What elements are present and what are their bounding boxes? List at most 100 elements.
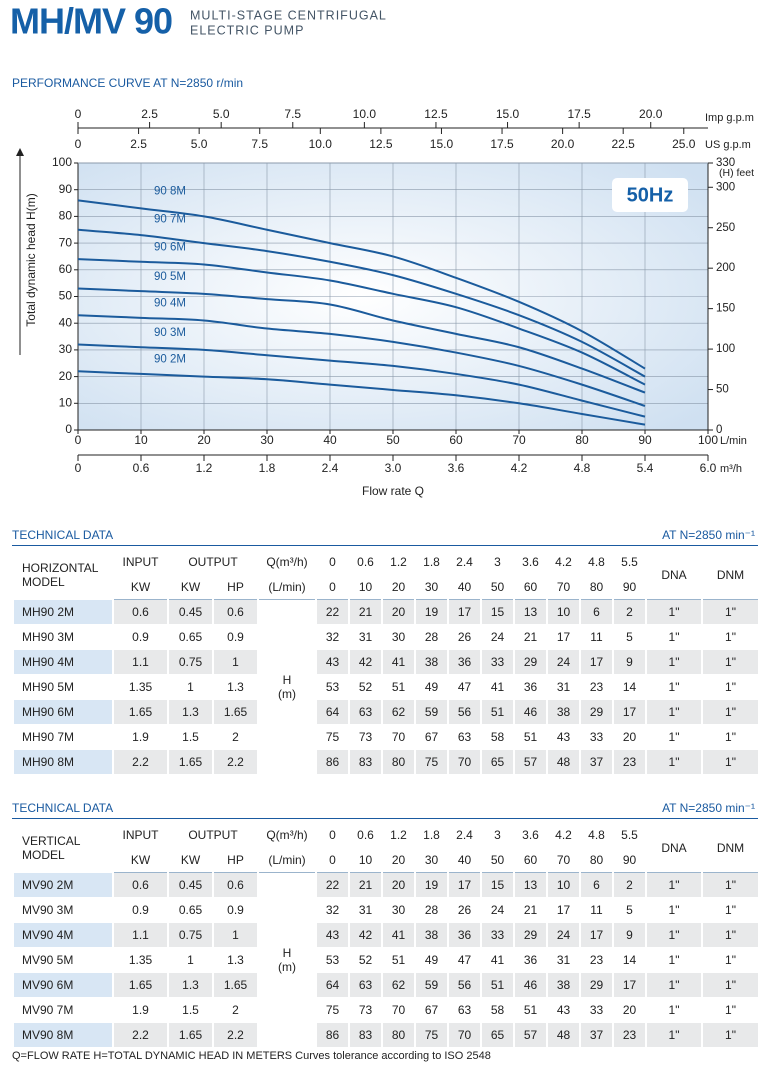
section-condition: AT N=2850 min⁻¹ [662, 801, 755, 815]
data-cell: 33 [480, 649, 515, 675]
data-cell: 51 [381, 947, 416, 973]
x-sec-tick-label: 5.0 [213, 107, 230, 121]
x-sec-tick-label: 10.0 [353, 107, 377, 121]
data-cell: 37 [579, 1022, 614, 1048]
model-cell: MH90 6M [12, 699, 114, 725]
header-cell: OUTPUT [167, 550, 259, 575]
subtitle-line: ELECTRIC PUMP [190, 23, 304, 37]
data-cell: 51 [480, 972, 515, 998]
y2-tick-label: 330 [716, 157, 735, 169]
model-cell: MH90 2M [12, 599, 114, 625]
data-cell: 0.45 [167, 872, 214, 898]
data-cell: 1" [645, 897, 703, 923]
model-cell: MV90 8M [12, 1022, 114, 1048]
header-row: KW KW HP (L/min) 0 10 20 30 40 50 60 70 80 90 [13, 847, 759, 873]
data-cell: 22 [315, 872, 350, 898]
data-cell: 21 [513, 897, 548, 923]
x-sec-tick-label: 5.4 [637, 461, 654, 475]
curve [77, 314, 646, 407]
header-cell: VERTICAL MODEL [12, 823, 114, 873]
header-cell: 5.5 [612, 550, 647, 575]
header-cell: 0 [315, 847, 350, 873]
data-row: MH90 8M 2.2 1.65 2.2 86 83 80 75 70 65 57 48 37 23 1" 1… [12, 749, 760, 775]
data-cell: 63 [447, 724, 482, 750]
curve [77, 228, 646, 378]
h-label: (m) [278, 687, 296, 701]
data-cell: 0.6 [112, 599, 169, 625]
data-cell: 1" [645, 674, 703, 700]
y-tick-label: 40 [59, 315, 73, 329]
header-cell: HORIZONTAL MODEL [12, 550, 114, 600]
data-cell: 22 [315, 599, 350, 625]
x-sec-tick-label: 0.6 [133, 461, 150, 475]
header-cell: OUTPUT [167, 823, 259, 848]
y-tick-label: 30 [59, 342, 73, 356]
data-cell: 1" [701, 897, 760, 923]
x-sec-tick-label: 3.0 [385, 461, 402, 475]
data-cell: 1.3 [167, 972, 214, 998]
data-row: MH90 6M 1.65 1.3 1.65 64 63 62 59 56 51 46 38 29 17 1"… [12, 699, 760, 725]
header-cell: 90 [612, 574, 647, 600]
data-row: MH90 5M 1.35 1 1.3 53 52 51 49 47 41 36 31 23 14 1" 1" [12, 674, 760, 700]
header-cell: 1.8 [414, 823, 449, 848]
data-cell: 63 [447, 997, 482, 1023]
data-cell: 58 [480, 997, 515, 1023]
data-cell: 70 [381, 724, 416, 750]
y-tick-label: 70 [59, 235, 73, 249]
header-cell: 3.6 [513, 823, 548, 848]
header-cell: 30 [414, 574, 449, 600]
series-label: 90 6M [154, 241, 186, 253]
y-tick-label: 0 [65, 422, 72, 436]
data-cell: 73 [348, 997, 383, 1023]
y2-tick-label: 150 [716, 303, 735, 315]
section-rule [12, 545, 758, 546]
data-cell: 1" [645, 1022, 703, 1048]
data-cell: 56 [447, 972, 482, 998]
data-cell: 48 [546, 1022, 581, 1048]
data-cell: 1" [701, 649, 760, 675]
data-cell: 70 [447, 1022, 482, 1048]
data-cell: 13 [513, 872, 548, 898]
data-cell: 42 [348, 922, 383, 948]
x-sec-tick-label: 17.5 [490, 137, 514, 151]
y-tick-label: 50 [59, 289, 73, 303]
data-cell: 83 [348, 749, 383, 775]
data-cell: 1.5 [167, 724, 214, 750]
data-cell: 1" [645, 749, 703, 775]
data-cell: 67 [414, 997, 449, 1023]
data-cell: 24 [480, 897, 515, 923]
data-cell: 30 [381, 897, 416, 923]
data-cell: 37 [579, 749, 614, 775]
data-cell: 80 [381, 1022, 416, 1048]
data-cell: 1.3 [167, 699, 214, 725]
model-title: MH/MV 90 [10, 1, 172, 42]
data-cell: 1" [701, 724, 760, 750]
data-cell: 33 [480, 922, 515, 948]
data-cell: 47 [447, 947, 482, 973]
data-cell: 53 [315, 947, 350, 973]
header-text: VERTICAL [22, 833, 81, 848]
header-cell: INPUT [112, 823, 169, 848]
data-cell: 41 [381, 922, 416, 948]
curve [77, 258, 646, 386]
data-cell: 65 [480, 1022, 515, 1048]
badge-box [612, 178, 688, 212]
data-cell: 1" [701, 997, 760, 1023]
y-tick-label: 100 [52, 155, 72, 169]
x-tick-label: 30 [260, 433, 274, 447]
series-label: 90 5M [154, 271, 186, 283]
x-sec-tick-label: 2.4 [322, 461, 339, 475]
chart-title: PERFORMANCE CURVE AT N=2850 r/min [12, 76, 243, 90]
data-cell: 65 [480, 749, 515, 775]
data-cell: 1.65 [112, 972, 169, 998]
x-sec-tick-label: 0 [75, 461, 82, 475]
section-condition: AT N=2850 min⁻¹ [662, 528, 755, 542]
header-cell: 4.8 [579, 823, 614, 848]
x-sec-tick-label: 20.0 [639, 107, 663, 121]
header-cell: 40 [447, 574, 482, 600]
data-cell: 28 [414, 897, 449, 923]
data-cell: 9 [612, 649, 647, 675]
header-cell: 60 [513, 574, 548, 600]
header-cell: 2.4 [447, 823, 482, 848]
